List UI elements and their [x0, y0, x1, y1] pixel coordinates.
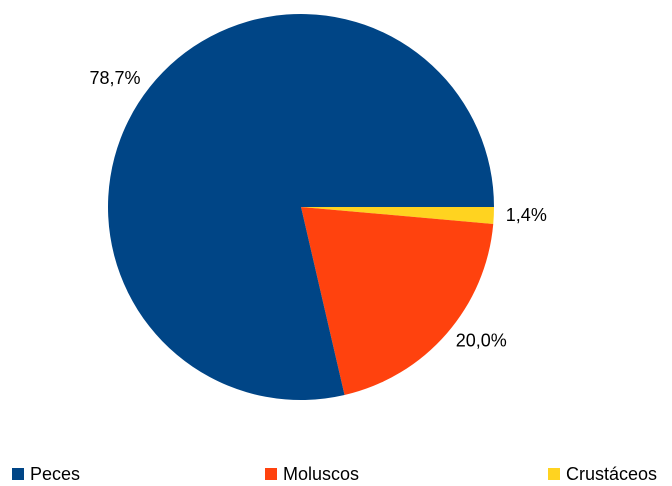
legend: Peces Moluscos Crustáceos [0, 462, 672, 486]
pie-chart: 78,7% 20,0% 1,4% [89, 13, 547, 400]
legend-swatch-peces [12, 468, 24, 480]
legend-swatch-crustaceos [548, 468, 560, 480]
legend-label-crustaceos: Crustáceos [566, 464, 658, 484]
pie-slice-moluscos [301, 207, 494, 396]
data-label-crustaceos: 1,4% [506, 205, 547, 225]
pie-slice-crustaceos [301, 207, 494, 224]
legend-item-crustaceos: Crustáceos [548, 462, 657, 486]
legend-label-peces: Peces [30, 464, 81, 484]
pie-slices [107, 13, 494, 400]
slice-labels: 78,7% 20,0% 1,4% [89, 68, 546, 350]
legend-swatch-moluscos [265, 468, 277, 480]
legend-label-moluscos: Moluscos [283, 464, 360, 484]
data-label-moluscos: 20,0% [456, 330, 507, 350]
legend-item-moluscos: Moluscos [265, 462, 359, 486]
legend-item-peces: Peces [12, 462, 80, 486]
pie-slice-peces [107, 13, 494, 400]
data-label-peces: 78,7% [89, 68, 140, 88]
